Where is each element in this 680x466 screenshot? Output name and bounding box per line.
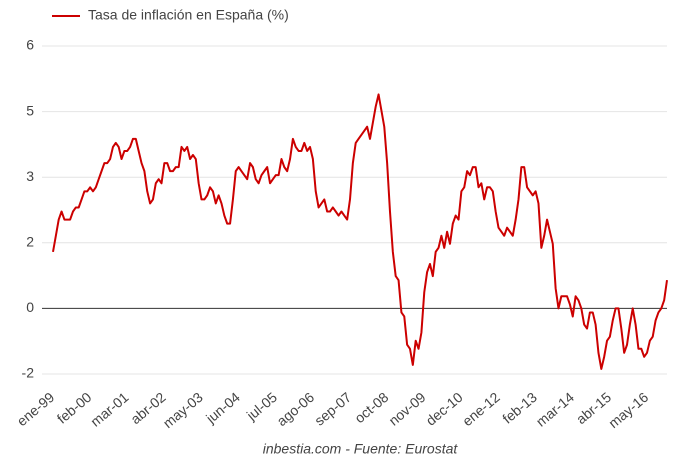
x-tick-label: nov-09 [385, 389, 428, 429]
series-line [52, 93, 668, 370]
y-tick-label: -2 [22, 365, 35, 381]
y-tick-label: 2 [26, 234, 34, 250]
x-tick-label: mar-01 [87, 389, 131, 430]
x-tick-label: may-03 [160, 389, 206, 431]
x-tick-label: jun-04 [202, 389, 243, 427]
x-tick-label: may-16 [605, 389, 651, 431]
y-tick-label: 6 [26, 37, 34, 53]
legend-label: Tasa de inflación en España (%) [88, 7, 289, 23]
footer: inbestia.com - Fuente: Eurostat [263, 441, 459, 457]
x-tick-label: ene-99 [14, 389, 58, 429]
x-tick-label: mar-14 [533, 389, 577, 430]
y-tick-label: 0 [26, 299, 34, 315]
x-tick-label: dec-10 [423, 389, 466, 429]
x-tick-label: oct-08 [351, 389, 391, 426]
x-tick-label: ago-06 [274, 389, 318, 429]
y-tick-label: 5 [26, 102, 34, 118]
x-tick-label: feb-00 [54, 389, 95, 427]
x-tick-label: ene-12 [459, 389, 503, 429]
x-tick-label: feb-13 [499, 389, 540, 427]
x-tick-label: sep-07 [311, 389, 354, 429]
y-tick-label: 3 [26, 168, 34, 184]
